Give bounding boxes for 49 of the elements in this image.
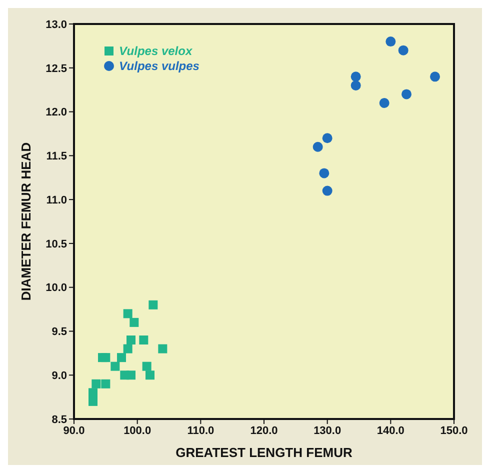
point: [386, 36, 396, 47]
point: [126, 370, 136, 380]
point: [130, 318, 139, 327]
point: [319, 168, 330, 178]
point: [110, 362, 120, 371]
point: [350, 80, 361, 90]
y-tick-label: 9.0: [52, 370, 67, 382]
x-axis-title: GREATEST LENGTH FEMUR: [176, 445, 353, 460]
point: [350, 72, 361, 82]
y-tick-label: 8.5: [52, 414, 67, 426]
point: [117, 353, 126, 362]
point: [92, 379, 101, 388]
point: [158, 344, 168, 354]
y-tick-label: 11.5: [46, 150, 67, 163]
point: [123, 309, 132, 318]
legend-label: Vulpes velox: [119, 44, 192, 58]
x-tick-label: 150.0: [440, 424, 468, 437]
point: [139, 336, 148, 344]
point: [123, 344, 132, 354]
point: [101, 379, 110, 388]
point: [322, 133, 332, 144]
point: [379, 98, 390, 108]
x-tick-label: 120.0: [250, 424, 278, 437]
point: [322, 186, 332, 196]
point: [126, 336, 136, 344]
point: [430, 72, 440, 82]
point: [146, 370, 154, 380]
x-tick-label: 100.0: [124, 424, 152, 437]
point: [88, 388, 98, 398]
y-tick-label: 10.0: [46, 282, 67, 294]
y-tick-label: 11.0: [46, 194, 67, 206]
x-tick-label: 140.0: [376, 424, 404, 437]
point: [312, 142, 323, 152]
y-tick-label: 9.5: [52, 326, 67, 338]
point: [142, 362, 152, 371]
y-tick-label: 12.5: [46, 62, 67, 75]
x-tick-label: 110.0: [187, 424, 214, 437]
x-tick-label: 130.0: [314, 424, 342, 437]
point: [398, 45, 408, 56]
point: [148, 300, 158, 310]
y-axis-title: DIAMETER FEMUR HEAD: [18, 142, 34, 301]
point: [101, 353, 110, 362]
point: [402, 89, 412, 100]
y-tick-label: 13.0: [46, 18, 67, 31]
point: [88, 396, 98, 406]
legend-label: Vulpes vulpes: [119, 58, 200, 72]
y-tick-label: 12.0: [46, 106, 67, 119]
x-tick-label: 90.0: [63, 424, 85, 437]
y-tick-label: 10.5: [46, 238, 67, 250]
